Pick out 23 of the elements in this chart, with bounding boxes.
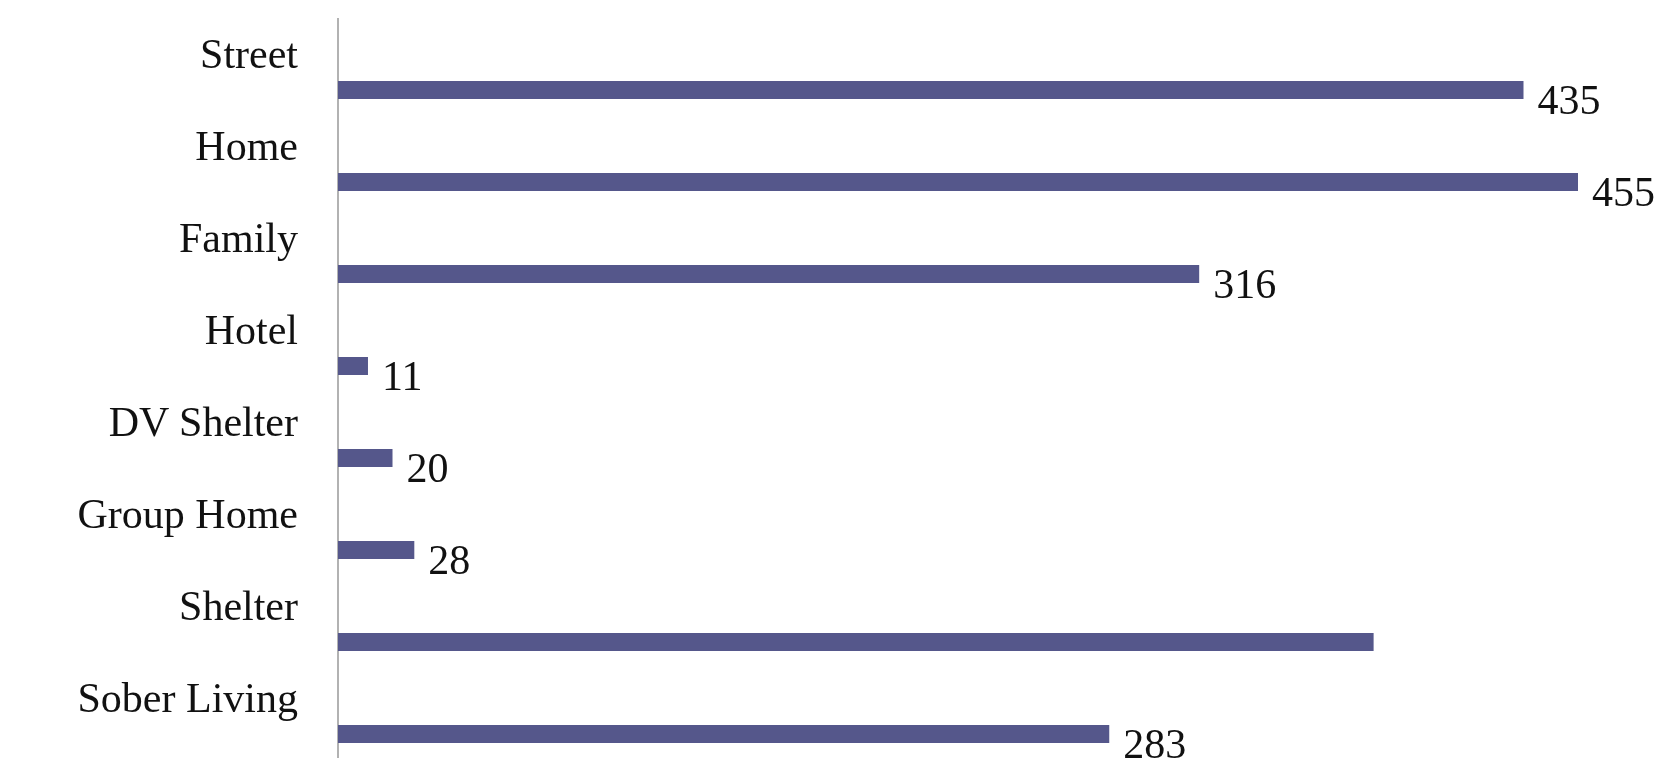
data-label: 455 <box>1592 169 1655 215</box>
y-tick-label: Hotel <box>204 307 298 353</box>
y-tick-label: Street <box>200 31 299 77</box>
data-label: 20 <box>406 445 449 491</box>
bar <box>338 81 1524 99</box>
y-tick-label: Shelter <box>179 583 299 629</box>
bar <box>338 725 1110 743</box>
data-label: 435 <box>1537 77 1601 123</box>
bar <box>338 633 1374 651</box>
y-tick-label: Family <box>178 215 298 261</box>
y-tick-label: Sober Living <box>77 675 298 721</box>
data-label: 316 <box>1213 261 1277 307</box>
bar <box>338 173 1578 191</box>
y-tick-label: Group Home <box>77 491 298 537</box>
bar <box>338 449 393 467</box>
data-label: 11 <box>381 353 423 399</box>
data-label: 28 <box>428 537 471 583</box>
bar <box>338 541 415 559</box>
bar <box>338 357 368 375</box>
data-label: 283 <box>1123 721 1187 767</box>
y-tick-label: DV Shelter <box>108 399 299 445</box>
bar <box>338 265 1200 283</box>
y-tick-label: Home <box>195 123 298 169</box>
